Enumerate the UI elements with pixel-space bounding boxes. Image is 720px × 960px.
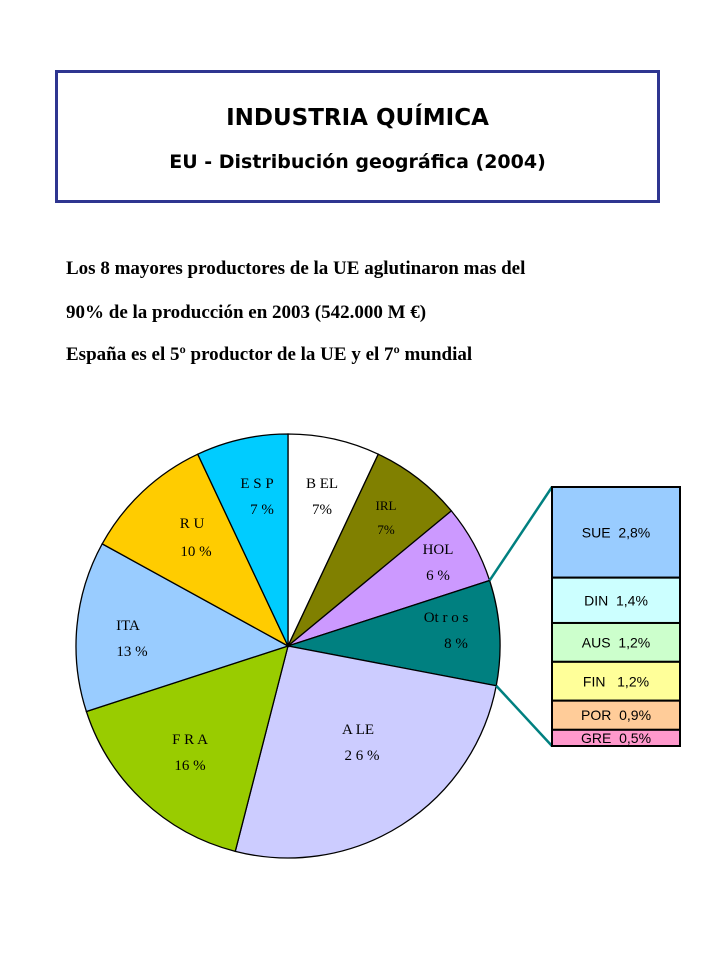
connector-line-top: [488, 486, 554, 582]
connector-line-bottom: [495, 684, 553, 747]
slice-label-hol: HOL: [423, 542, 454, 558]
page-title: INDUSTRIA QUÍMICA: [226, 105, 489, 131]
breakdown-segment: [551, 699, 681, 731]
page-subtitle: EU - Distribución geográfica (2004): [169, 151, 546, 173]
slice-label-otros: Ot r o s: [424, 610, 469, 626]
pie-slice-fra: [85, 645, 289, 853]
breakdown-segment: [551, 728, 681, 747]
slice-label-bel: B EL: [306, 476, 338, 492]
slice-label-fra: F R A: [172, 732, 208, 748]
intro-line-3: España es el 5º productor de la UE y el …: [66, 344, 473, 365]
slice-value-esp: 7 %: [250, 502, 274, 518]
breakdown-label: POR 0,9%: [581, 707, 651, 723]
slice-value-ale: 2 6 %: [345, 748, 380, 764]
intro-line-1: Los 8 mayores productores de la UE aglut…: [66, 258, 526, 279]
breakdown-label: SUE 2,8%: [582, 524, 650, 540]
slice-value-ru: 10 %: [180, 544, 211, 560]
slice-value-bel: 7%: [312, 502, 332, 518]
slice-value-irl: 7%: [377, 522, 395, 537]
title-box: INDUSTRIA QUÍMICA EU - Distribución geog…: [55, 70, 660, 203]
pie-slice-ita: [75, 542, 290, 713]
slice-label-ita: ITA: [116, 618, 140, 634]
slice-value-otros: 8 %: [444, 636, 468, 652]
slice-value-ita: 13 %: [116, 644, 147, 660]
breakdown-segment: [551, 486, 681, 579]
pie-slice-ale: [234, 645, 498, 859]
slice-label-esp: E S P: [240, 476, 273, 492]
slice-value-fra: 16 %: [174, 758, 205, 774]
pie-slice-esp: [196, 433, 289, 647]
pie-slice-otros: [287, 579, 501, 687]
slice-label-ale: A LE: [342, 722, 374, 738]
breakdown-label: DIN 1,4%: [584, 592, 648, 608]
breakdown-label: AUS 1,2%: [582, 634, 650, 650]
slice-label-ru: R U: [180, 516, 205, 532]
slice-label-irl: IRL: [376, 498, 397, 513]
slice-value-hol: 6 %: [426, 568, 450, 584]
breakdown-label: FIN 1,2%: [583, 673, 649, 689]
breakdown-segment: [551, 621, 681, 663]
breakdown-label: GRE 0,5%: [581, 730, 651, 746]
pie-slice-ru: [101, 453, 290, 648]
breakdown-segment: [551, 576, 681, 624]
intro-line-2: 90% de la producción en 2003 (542.000 M …: [66, 302, 427, 323]
